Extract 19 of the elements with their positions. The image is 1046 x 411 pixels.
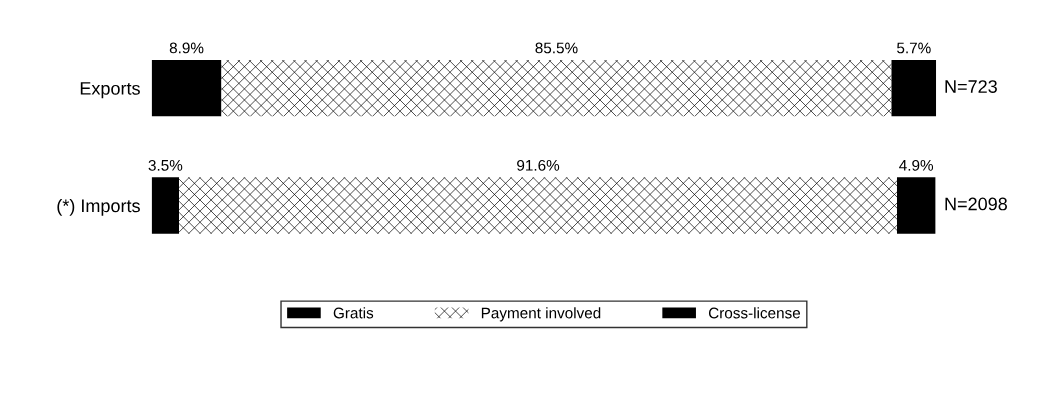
data-label: 91.6% [517, 159, 560, 171]
data-label: 5.7% [897, 42, 931, 54]
legend-label: Cross-license [708, 307, 801, 319]
bar [221, 59, 892, 117]
text: N=723 [945, 80, 997, 93]
bar [151, 59, 222, 117]
legend-label: Payment involved [481, 307, 601, 322]
data-label: 4.9% [899, 159, 934, 171]
y-tick-label: (*) Imports [57, 198, 140, 216]
bar [896, 177, 936, 234]
legend-label: Gratis [333, 307, 374, 319]
bar [179, 177, 897, 234]
bar [891, 59, 937, 117]
data-label: 85.5% [535, 42, 578, 54]
text: N=2098 [945, 197, 1007, 211]
data-label: 3.5% [148, 159, 183, 171]
y-tick-label: Exports [80, 82, 140, 99]
data-label: 8.9% [169, 42, 204, 54]
bar [151, 177, 180, 234]
